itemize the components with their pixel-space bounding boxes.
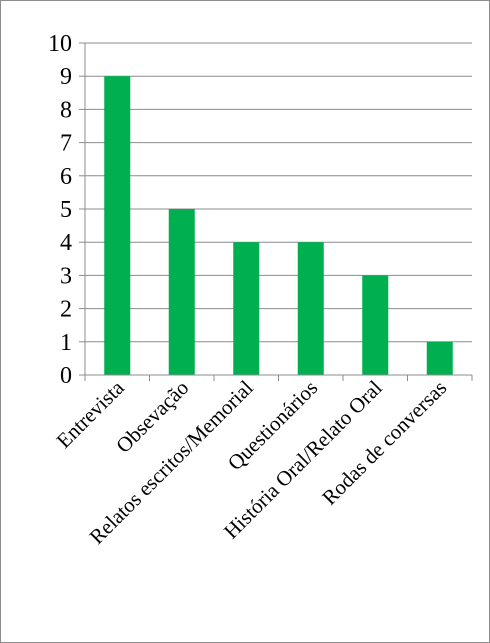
bar-relatos-escritos-memorial: [233, 242, 260, 375]
bar-hist-ria-oral-relato-oral: [362, 275, 389, 375]
axes: [79, 42, 473, 381]
y-tick-label: 9: [60, 64, 72, 90]
bar-obseva-o: [168, 209, 195, 375]
y-tick-label: 8: [60, 97, 72, 123]
bar-rodas-de-conversas: [426, 341, 453, 375]
bar-entrevista: [104, 76, 131, 375]
y-tick-label: 5: [60, 197, 72, 223]
y-tick-label: 2: [60, 297, 72, 323]
gridlines: [85, 42, 472, 343]
x-category-label: Rodas de conversas: [317, 376, 451, 510]
y-tick-label: 4: [60, 230, 72, 256]
y-tick-label: 6: [60, 164, 72, 190]
y-tick-label: 7: [60, 131, 72, 157]
y-tick-label: 0: [60, 363, 72, 389]
y-tick-label: 1: [60, 330, 72, 356]
bars: [104, 76, 453, 375]
y-tick-labels: 0 1 2 3 4 5 6 7 8 9 10: [48, 31, 72, 389]
y-tick-label: 10: [48, 31, 72, 57]
y-tick-label: 3: [60, 263, 72, 289]
bar-question-rios: [297, 242, 324, 375]
